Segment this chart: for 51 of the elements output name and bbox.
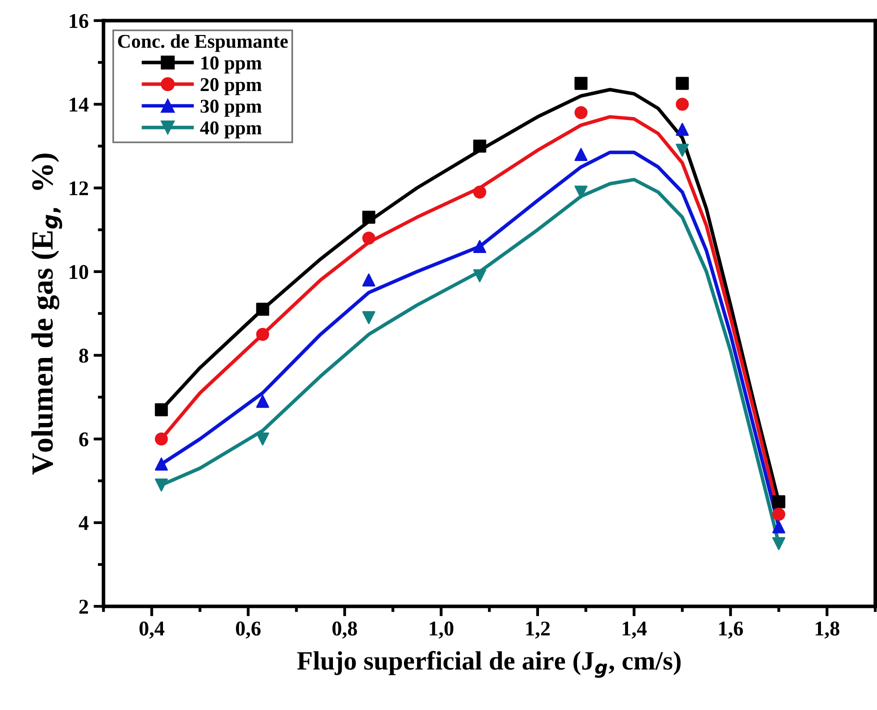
x-tick-label: 1,8 bbox=[816, 622, 840, 639]
point bbox=[256, 432, 270, 446]
y-tick-label: 4 bbox=[78, 516, 89, 530]
point bbox=[256, 394, 270, 408]
point bbox=[574, 106, 588, 120]
legend-label: 40 ppm bbox=[200, 121, 262, 138]
point bbox=[473, 269, 486, 282]
point bbox=[676, 122, 689, 136]
point bbox=[154, 403, 168, 416]
point bbox=[362, 210, 376, 224]
x-tick-label: 0,4 bbox=[139, 622, 164, 639]
point bbox=[574, 186, 588, 199]
y-tick-label: 14 bbox=[70, 98, 89, 112]
point bbox=[676, 98, 689, 111]
point bbox=[256, 302, 270, 316]
y-tick-label: 8 bbox=[79, 348, 88, 363]
y-tick-label: 6 bbox=[79, 432, 88, 446]
point bbox=[154, 458, 168, 471]
x-tick-label: 1,6 bbox=[719, 622, 743, 639]
point bbox=[473, 186, 486, 199]
legend-label: 10 ppm bbox=[201, 56, 262, 74]
point bbox=[772, 508, 786, 521]
x-tick-label: 0,6 bbox=[236, 622, 261, 639]
point bbox=[362, 311, 376, 324]
point bbox=[574, 76, 588, 90]
y-tick-label: 12 bbox=[70, 181, 88, 196]
x-axis-title: Flujo superficial de aire (J$_{g}$, cm/s) bbox=[297, 650, 681, 678]
point bbox=[772, 537, 786, 550]
x-tick-label: 1,2 bbox=[526, 622, 550, 639]
point bbox=[154, 478, 168, 492]
x-tick-label: 1,0 bbox=[430, 622, 454, 639]
y-tick-label: 16 bbox=[70, 14, 88, 28]
point bbox=[362, 273, 376, 286]
point bbox=[676, 144, 689, 157]
point bbox=[256, 328, 270, 341]
point bbox=[574, 148, 588, 161]
legend-title: Conc. de Espumante bbox=[118, 34, 288, 52]
x-tick-label: 1,4 bbox=[622, 622, 647, 639]
x-tick-label: 0,8 bbox=[332, 622, 357, 639]
point bbox=[473, 140, 486, 153]
y-tick-label: 2 bbox=[79, 600, 88, 614]
point bbox=[473, 240, 486, 254]
point bbox=[362, 232, 376, 245]
y-tick-label: 10 bbox=[70, 265, 88, 280]
legend-label: 20 ppm bbox=[200, 78, 262, 96]
point bbox=[772, 520, 786, 534]
point bbox=[772, 495, 786, 508]
point bbox=[154, 432, 168, 446]
y-axis-title: Volumen de gas (E$_{g,}$ %) bbox=[31, 154, 62, 475]
legend-label: 30 ppm bbox=[200, 100, 262, 117]
point bbox=[676, 76, 689, 90]
